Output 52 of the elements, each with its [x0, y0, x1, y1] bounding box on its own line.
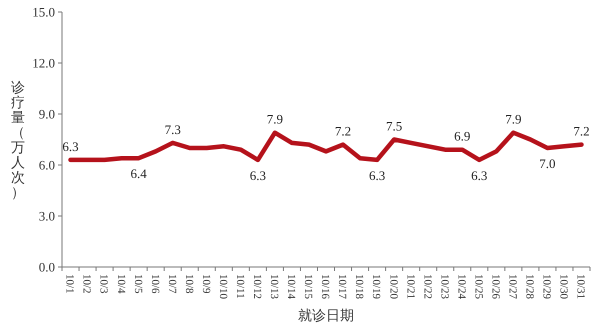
x-tick-label: 10/5 [132, 274, 144, 294]
x-tick-label: 10/24 [455, 274, 468, 300]
x-tick-label: 10/2 [80, 274, 93, 294]
x-tick-label: 10/3 [98, 274, 110, 294]
y-tick-label: 0.0 [38, 260, 55, 275]
x-tick-label: 10/11 [234, 274, 246, 299]
data-label: 6.3 [62, 138, 79, 154]
data-label: 7.0 [539, 156, 556, 171]
data-label: 6.3 [250, 168, 266, 183]
x-tick-label: 10/9 [200, 274, 212, 294]
x-tick-label: 10/8 [182, 274, 195, 294]
x-tick-label: 10/17 [336, 274, 348, 300]
x-tick-label: 10/31 [574, 274, 587, 300]
x-tick-label: 10/20 [387, 274, 400, 300]
x-tick-label: 10/23 [438, 274, 450, 300]
x-tick-label: 10/16 [319, 274, 332, 300]
x-tick-label: 10/30 [558, 274, 570, 300]
y-tick-label: 9.0 [38, 106, 55, 122]
x-tick-label: 10/21 [404, 274, 416, 300]
y-tick-label: 3.0 [38, 208, 55, 224]
x-tick-label: 10/22 [421, 274, 434, 300]
x-tick-label: 10/25 [472, 274, 484, 300]
x-tick-label: 10/7 [166, 274, 178, 294]
x-tick-label: 10/26 [489, 274, 502, 300]
y-tick-label: 15.0 [32, 4, 55, 20]
data-label: 6.3 [471, 168, 488, 183]
x-tick-label: 10/29 [540, 274, 553, 300]
x-tick-label: 10/28 [524, 274, 536, 300]
x-tick-label: 10/18 [353, 274, 366, 300]
data-label: 7.5 [386, 118, 402, 134]
x-tick-label: 10/15 [302, 274, 314, 300]
data-label: 7.2 [573, 124, 590, 139]
x-tick-label: 10/1 [64, 274, 76, 294]
x-tick-label: 10/4 [114, 274, 127, 294]
y-tick-label: 6.0 [38, 158, 55, 173]
data-label: 7.9 [505, 112, 522, 127]
x-tick-label: 10/27 [506, 274, 519, 300]
y-axis-title: 诊疗量（万人次） [11, 80, 25, 201]
data-label: 7.9 [266, 112, 284, 127]
data-label: 6.9 [454, 128, 470, 144]
x-tick-label: 10/14 [285, 274, 298, 300]
x-tick-label: 10/19 [370, 274, 382, 300]
data-label: 7.3 [164, 122, 181, 137]
x-tick-label: 10/13 [268, 274, 280, 300]
data-label: 6.4 [130, 166, 148, 182]
data-label: 6.3 [368, 168, 386, 183]
x-axis-title: 就诊日期 [298, 308, 354, 324]
data-label: 7.2 [334, 124, 352, 139]
x-tick-label: 10/6 [148, 274, 161, 294]
x-tick-label: 10/10 [216, 274, 229, 300]
x-tick-label: 10/12 [251, 274, 264, 300]
y-tick-label: 12.0 [32, 56, 55, 71]
